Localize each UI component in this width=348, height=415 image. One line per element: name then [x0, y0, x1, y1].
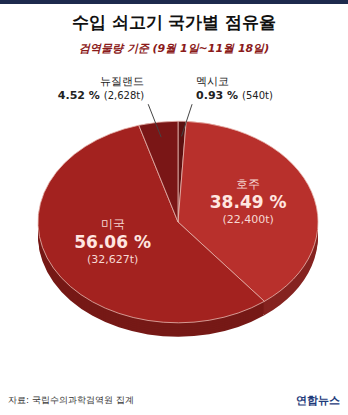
category-label: 호주	[236, 177, 260, 191]
labels: 멕시코0.93 % (540t) 호주38.49 %(22,400t) 미국56.06…	[58, 75, 287, 266]
data-label: 56.06 %	[74, 232, 151, 252]
leader-line	[181, 104, 192, 136]
data-label: 4.52 %	[58, 89, 100, 102]
tonnage-label: (32,627t)	[87, 253, 138, 266]
leader-line	[148, 104, 161, 137]
data-label: 0.93 %	[196, 89, 238, 102]
tonnage-label: (540t)	[242, 90, 273, 101]
top-rule	[0, 0, 348, 4]
category-label: 뉴질랜드	[100, 75, 144, 88]
category-label: 멕시코	[196, 75, 229, 88]
plot	[38, 121, 318, 337]
slice	[139, 121, 178, 222]
source: 자료: 국립수의과학검역원 집계	[8, 395, 134, 405]
credit: 연합뉴스	[296, 394, 340, 407]
title: 수입 쇠고기 국가별 점유율	[72, 12, 277, 32]
data-label: 38.49 %	[210, 192, 287, 212]
tonnage-label: (22,400t)	[222, 213, 273, 226]
subtitle: 검역물량 기준 (9월 1일~11월 18일)	[79, 42, 270, 55]
chart: 수입 쇠고기 국가별 점유율검역물량 기준 (9월 1일~11월 18일) 멕시코…	[0, 0, 348, 415]
pie-top	[38, 121, 318, 323]
category-label: 미국	[101, 217, 125, 231]
value-text: 0.93 % (540t)	[196, 89, 273, 102]
value-text: 4.52 % (2,628t)	[58, 89, 144, 102]
tonnage-label: (2,628t)	[104, 90, 144, 101]
